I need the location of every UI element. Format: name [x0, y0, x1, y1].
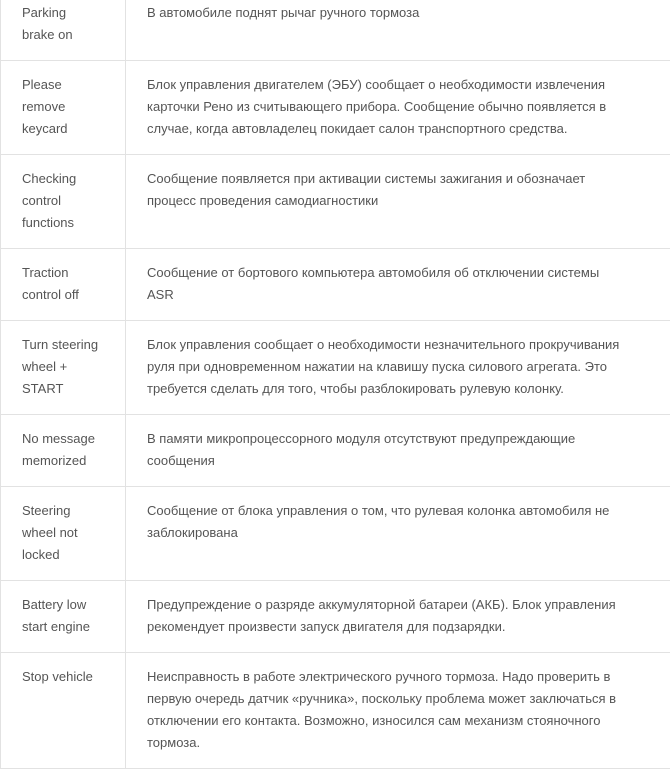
message-code-cell: Please remove keycard: [1, 61, 126, 154]
message-description-cell: Неисправность в работе электрического ру…: [147, 669, 617, 750]
message-description-cell: Сообщение от бортового компьютера автомо…: [147, 265, 600, 302]
table-row: Steering wheel not locked Сообщение от бл…: [1, 487, 670, 581]
message-code-cell: No message memorized: [1, 415, 126, 486]
message-code-cell: Checking control functions: [1, 155, 126, 248]
message-description-cell: Сообщение появляется при активации систе…: [147, 171, 586, 208]
message-code-cell: Battery low start engine: [1, 581, 126, 652]
message-code-cell: Turn steering wheel + START: [1, 321, 126, 414]
table-row: Stop vehicle Неисправность в работе элект…: [1, 653, 670, 769]
table-row: Traction control off Сообщение от бортово…: [1, 249, 670, 321]
message-description-cell: Предупреждение о разряде аккумуляторной …: [147, 597, 616, 634]
message-code-cell: Traction control off: [1, 249, 126, 320]
table-row: Parking brake on В автомобиле поднят рыча…: [1, 0, 670, 61]
message-code-cell: Parking brake on: [1, 0, 126, 60]
message-description-cell: Блок управления сообщает о необходимости…: [147, 337, 620, 396]
table-row: Please remove keycard Блок управления дви…: [1, 61, 670, 155]
message-description-cell: В памяти микропроцессорного модуля отсут…: [147, 431, 576, 468]
message-code-cell: Steering wheel not locked: [1, 487, 126, 580]
message-code-cell: Stop vehicle: [1, 653, 126, 768]
message-description-cell: Сообщение от блока управления о том, что…: [147, 503, 610, 540]
table-row: Checking control functions Сообщение появ…: [1, 155, 670, 249]
message-description-cell: Блок управления двигателем (ЭБУ) сообщае…: [147, 77, 607, 136]
table-row: Battery low start engine Предупреждение о…: [1, 581, 670, 653]
table-row: No message memorized В памяти микропроцес…: [1, 415, 670, 487]
message-description-cell: В автомобиле поднят рычаг ручного тормоз…: [147, 5, 420, 20]
table-row: Turn steering wheel + START Блок управлен…: [1, 321, 670, 415]
